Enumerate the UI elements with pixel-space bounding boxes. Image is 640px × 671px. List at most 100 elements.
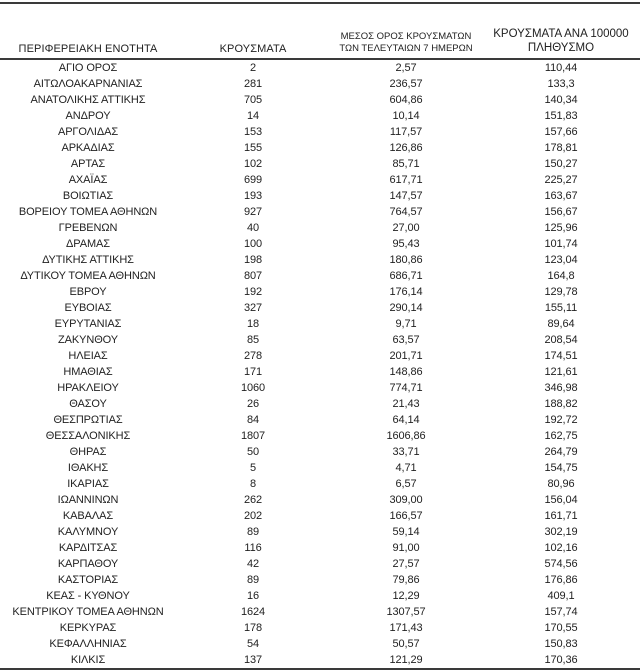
per100k-cell: 174,51 [544,350,578,362]
cases-cell: 84 [246,414,260,426]
per100k-cell: 163,67 [544,190,578,202]
cases-cell: 1807 [240,430,266,442]
region-cell: ΓΡΕΒΕΝΩΝ [58,222,118,234]
avg7day-cell: 9,71 [395,318,417,330]
table-row: ΑΝΔΡΟΥ 14 10,14 151,83 [0,108,640,124]
region-cell: ΘΕΣΣΑΛΟΝΙΚΗΣ [45,430,131,442]
region-cell: ΑΡΚΑΔΙΑΣ [61,142,115,154]
region-cell: ΚΙΛΚΙΣ [70,654,106,666]
cases-cell: 16 [246,590,260,602]
region-cell: ΑΡΤΑΣ [70,158,106,170]
avg7day-cell: 171,43 [389,622,423,634]
regional-cases-table: ΠΕΡΙΦΕΡΕΙΑΚΗ ΕΝΟΤΗΤΑ ΚΡΟΥΣΜΑΤΑ ΜΕΣΟΣ ΟΡΟ… [0,4,640,670]
table-row: ΘΕΣΠΡΩΤΙΑΣ 84 64,14 192,72 [0,412,640,428]
col-header-per100k-line2: ΠΛΗΘΥΣΜΟ [527,42,595,54]
table-row: ΓΡΕΒΕΝΩΝ 40 27,00 125,96 [0,220,640,236]
cases-cell: 18 [246,318,260,330]
per100k-cell: 150,27 [544,158,578,170]
cases-cell: 85 [246,334,260,346]
per100k-cell: 121,61 [544,366,578,378]
table-row: ΙΘΑΚΗΣ 5 4,71 154,75 [0,460,640,476]
avg7day-cell: 33,71 [392,446,420,458]
region-cell: ΙΘΑΚΗΣ [67,462,109,474]
avg7day-cell: 95,43 [392,238,420,250]
cases-cell: 807 [243,270,263,282]
per100k-cell: 140,34 [544,94,578,106]
table-row: ΘΗΡΑΣ 50 33,71 264,79 [0,444,640,460]
avg7day-cell: 604,86 [389,94,423,106]
table-row: ΒΟΙΩΤΙΑΣ 193 147,57 163,67 [0,188,640,204]
per100k-cell: 302,19 [544,526,578,538]
region-cell: ΗΛΕΙΑΣ [68,350,108,362]
cases-cell: 89 [246,574,260,586]
col-header-cases-label: ΚΡΟΥΣΜΑΤΑ [219,43,287,55]
per100k-cell: 178,81 [544,142,578,154]
table-row: ΚΑΛΥΜΝΟΥ 89 59,14 302,19 [0,524,640,540]
avg7day-cell: 50,57 [392,638,420,650]
avg7day-cell: 148,86 [389,366,423,378]
avg7day-cell: 166,57 [389,510,423,522]
cases-cell: 202 [243,510,263,522]
region-cell: ΒΟΙΩΤΙΑΣ [62,190,114,202]
cases-cell: 193 [243,190,263,202]
region-cell: ΚΕΡΚΥΡΑΣ [59,622,117,634]
avg7day-cell: 1606,86 [386,430,426,442]
avg7day-cell: 12,29 [392,590,420,602]
per100k-cell: 89,64 [547,318,575,330]
region-cell: ΔΡΑΜΑΣ [66,238,110,250]
col-header-region: ΠΕΡΙΦΕΡΕΙΑΚΗ ΕΝΟΤΗΤΑ [0,4,176,60]
region-cell: ΘΑΣΟΥ [69,398,107,410]
region-cell: ΔΥΤΙΚΟΥ ΤΟΜΕΑ ΑΘΗΝΩΝ [20,270,156,282]
avg7day-cell: 309,00 [389,494,423,506]
cases-cell: 8 [249,478,257,490]
table-row: ΚΕΝΤΡΙΚΟΥ ΤΟΜΕΑ ΑΘΗΝΩΝ 1624 1307,57 157,… [0,604,640,620]
region-cell: ΗΜΑΘΙΑΣ [63,366,113,378]
region-cell: ΘΕΣΠΡΩΤΙΑΣ [53,414,123,426]
avg7day-cell: 201,71 [389,350,423,362]
cases-cell: 137 [243,654,263,666]
col-header-cases: ΚΡΟΥΣΜΑΤΑ [176,4,330,60]
avg7day-cell: 10,14 [392,110,420,122]
table-row: ΚΑΣΤΟΡΙΑΣ 89 79,86 176,86 [0,572,640,588]
per100k-cell: 176,86 [544,574,578,586]
avg7day-cell: 290,14 [389,302,423,314]
region-cell: ΙΩΑΝΝΙΝΩΝ [57,494,119,506]
avg7day-cell: 91,00 [392,542,420,554]
avg7day-cell: 79,86 [392,574,420,586]
region-cell: ΑΧΑΪΑΣ [68,174,108,186]
cases-cell: 705 [243,94,263,106]
cases-cell: 54 [246,638,260,650]
per100k-cell: 192,72 [544,414,578,426]
avg7day-cell: 1307,57 [386,606,426,618]
cases-cell: 171 [243,366,263,378]
region-cell: ΚΑΒΑΛΑΣ [62,510,114,522]
cases-cell: 278 [243,350,263,362]
table-row: ΗΛΕΙΑΣ 278 201,71 174,51 [0,348,640,364]
cases-cell: 927 [243,206,263,218]
cases-cell: 26 [246,398,260,410]
table-body: ΑΓΙΟ ΟΡΟΣ 2 2,57 110,44 ΑΙΤΩΛΟΑΚΑΡΝΑΝΙΑΣ… [0,59,640,669]
region-cell: ΑΝΔΡΟΥ [65,110,111,122]
table-row: ΗΡΑΚΛΕΙΟΥ 1060 774,71 346,98 [0,380,640,396]
col-header-avg7day: ΜΕΣΟΣ ΟΡΟΣ ΚΡΟΥΣΜΑΤΩΝ ΤΩΝ ΤΕΛΕΥΤΑΙΩΝ 7 Η… [330,4,482,60]
table-row: ΕΥΒΟΙΑΣ 327 290,14 155,11 [0,300,640,316]
region-cell: ΚΑΡΔΙΤΣΑΣ [58,542,118,554]
col-header-per100k: ΚΡΟΥΣΜΑΤΑ ΑΝΑ 100000 ΠΛΗΘΥΣΜΟ [482,4,640,60]
per100k-cell: 151,83 [544,110,578,122]
per100k-cell: 264,79 [544,446,578,458]
region-cell: ΘΗΡΑΣ [69,446,107,458]
avg7day-cell: 64,14 [392,414,420,426]
per100k-cell: 154,75 [544,462,578,474]
region-cell: ΕΥΒΟΙΑΣ [64,302,112,314]
per100k-cell: 125,96 [544,222,578,234]
region-cell: ΒΟΡΕΙΟΥ ΤΟΜΕΑ ΑΘΗΝΩΝ [18,206,158,218]
region-cell: ΚΕΑΣ - ΚΥΘΝΟΥ [46,590,130,602]
header-row: ΠΕΡΙΦΕΡΕΙΑΚΗ ΕΝΟΤΗΤΑ ΚΡΟΥΣΜΑΤΑ ΜΕΣΟΣ ΟΡΟ… [0,4,640,60]
per100k-cell: 101,74 [544,238,578,250]
avg7day-cell: 6,57 [395,478,417,490]
top-rule [0,2,640,4]
per100k-cell: 150,83 [544,638,578,650]
col-header-avg7day-line2: ΤΩΝ ΤΕΛΕΥΤΑΙΩΝ 7 ΗΜΕΡΩΝ [339,43,473,54]
region-cell: ΕΒΡΟΥ [69,286,107,298]
